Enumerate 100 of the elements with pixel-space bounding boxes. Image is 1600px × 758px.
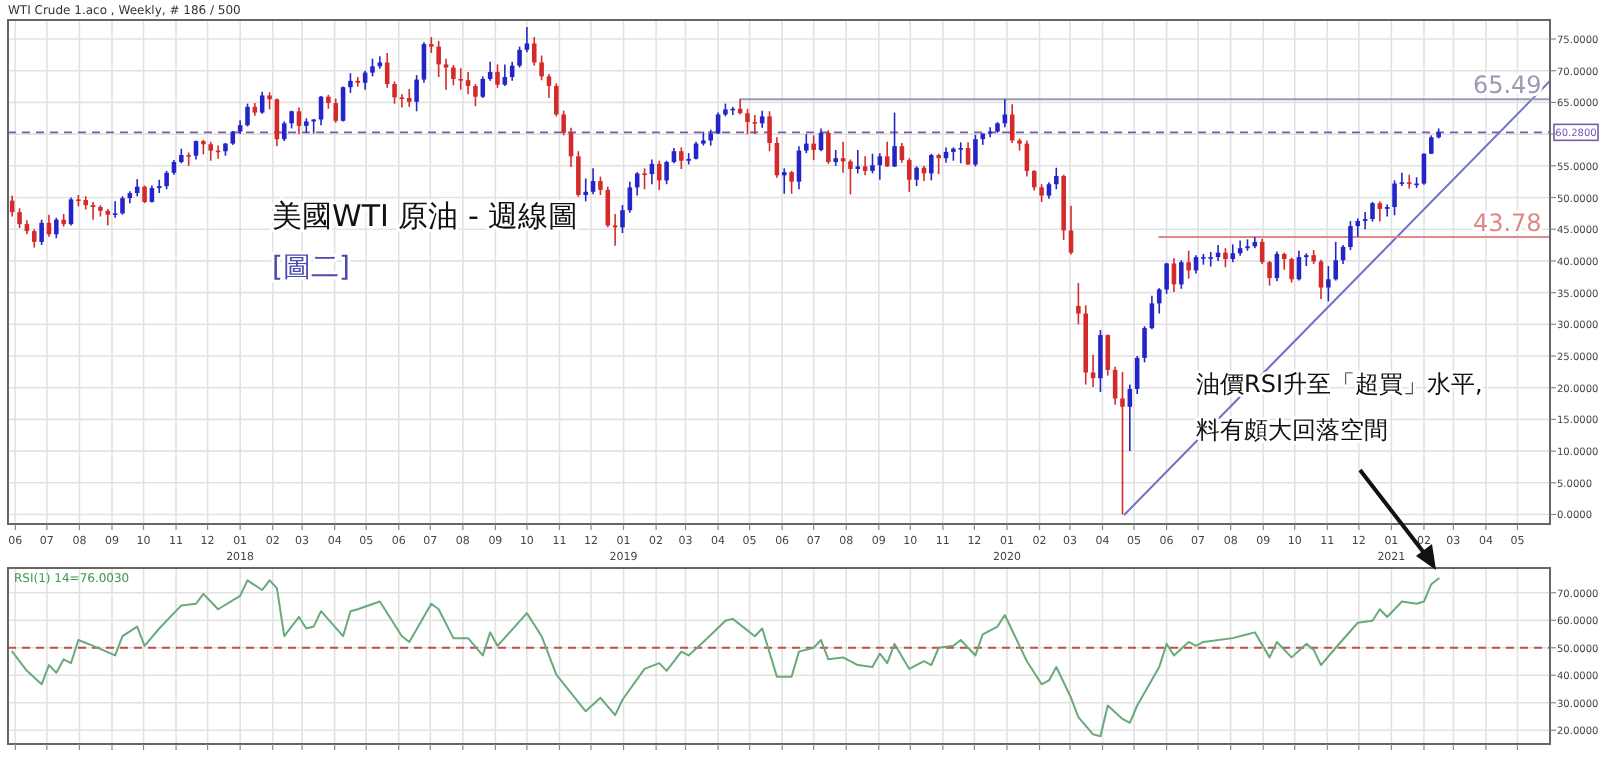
- candlestick: [208, 140, 214, 162]
- candlestick: [443, 57, 449, 91]
- candlestick: [164, 170, 169, 191]
- candlestick: [399, 93, 405, 109]
- candlestick: [39, 218, 44, 246]
- candlestick: [112, 200, 118, 219]
- candlestick: [546, 73, 552, 99]
- candlestick: [1392, 179, 1397, 217]
- candlestick: [384, 52, 390, 89]
- candlestick: [1348, 220, 1353, 251]
- candlestick: [451, 64, 456, 87]
- candlestick: [598, 175, 603, 196]
- candlestick: [156, 178, 162, 194]
- candlestick: [517, 45, 522, 69]
- candlestick: [1164, 262, 1169, 295]
- candlestick: [833, 149, 838, 167]
- candlestick: [862, 155, 868, 177]
- candlestick: [767, 110, 772, 153]
- candlestick: [17, 207, 22, 229]
- candlestick: [583, 177, 588, 203]
- candlestick: [406, 88, 412, 108]
- candlestick: [752, 114, 758, 135]
- candlestick: [877, 152, 883, 181]
- annotation: [圖二]: [272, 252, 350, 284]
- candlestick: [973, 133, 978, 168]
- candlestick: [855, 149, 861, 175]
- candlestick: [965, 141, 971, 166]
- candlestick: [1179, 259, 1184, 290]
- candlestick: [259, 90, 265, 115]
- candlestick: [554, 82, 559, 118]
- candlestick: [892, 111, 897, 168]
- candlestick: [745, 107, 750, 135]
- candlestick: [1429, 134, 1434, 155]
- candlestick: [414, 74, 419, 113]
- annotation: 65.49: [1472, 71, 1542, 100]
- candlestick: [826, 129, 831, 165]
- candlestick: [811, 134, 816, 161]
- candlestick: [656, 159, 662, 191]
- candlestick: [576, 150, 581, 198]
- candlestick: [664, 159, 669, 185]
- candlestick: [1223, 247, 1228, 269]
- candlestick: [642, 167, 647, 191]
- candlestick: [590, 167, 596, 196]
- annotation: 43.78: [1472, 208, 1542, 237]
- candlestick: [436, 40, 441, 78]
- candlestick: [1208, 251, 1213, 268]
- candlestick: [458, 67, 463, 91]
- candlestick: [1098, 329, 1103, 393]
- candlestick: [1142, 325, 1147, 364]
- candlestick: [958, 141, 963, 165]
- candlestick: [495, 63, 500, 89]
- candlestick: [348, 72, 353, 94]
- candlestick: [1186, 249, 1191, 280]
- candlestick: [524, 26, 530, 54]
- candlestick: [804, 133, 809, 154]
- candlestick: [333, 97, 339, 124]
- candlestick: [929, 152, 934, 182]
- candlestick: [1399, 171, 1405, 187]
- candlestick: [561, 109, 566, 137]
- candlestick: [679, 146, 684, 170]
- candlestick: [1326, 265, 1331, 303]
- candlestick: [1355, 217, 1361, 238]
- candlestick: [848, 158, 853, 196]
- candlestick: [54, 217, 59, 239]
- candlestick: [1031, 169, 1037, 192]
- candlestick: [539, 54, 544, 82]
- candlestick: [1076, 282, 1081, 326]
- candlestick: [502, 63, 508, 87]
- candlestick: [1267, 260, 1272, 287]
- candlestick: [296, 106, 302, 135]
- candlestick: [281, 120, 287, 142]
- candlestick: [120, 195, 125, 216]
- candlestick: [789, 170, 794, 195]
- candlestick: [245, 102, 250, 128]
- candlestick: [906, 157, 912, 193]
- annotation: 美國WTI 原油 - 週線圖: [272, 198, 579, 234]
- candlestick: [870, 152, 875, 175]
- candlestick: [531, 36, 537, 67]
- candlestick: [1120, 371, 1125, 516]
- candlestick: [465, 71, 471, 95]
- candlestick: [1105, 333, 1111, 377]
- candlestick: [31, 228, 37, 249]
- candlestick: [914, 165, 919, 187]
- candlestick: [1406, 173, 1412, 190]
- candlestick: [392, 80, 397, 105]
- candlestick: [1090, 353, 1096, 388]
- candlestick: [473, 83, 478, 108]
- candlestick: [936, 152, 941, 175]
- candlestick: [1370, 201, 1375, 223]
- candlestick: [1377, 200, 1383, 223]
- candlestick: [1289, 256, 1294, 284]
- candlestick: [1333, 241, 1338, 282]
- candlestick: [620, 204, 625, 234]
- candlestick: [105, 208, 111, 227]
- line-series: [11, 577, 1440, 738]
- candlestick: [377, 55, 383, 70]
- candlestick: [1002, 98, 1008, 128]
- candlestick: [193, 139, 199, 161]
- candlestick: [781, 167, 787, 195]
- candlestick: [1054, 166, 1059, 191]
